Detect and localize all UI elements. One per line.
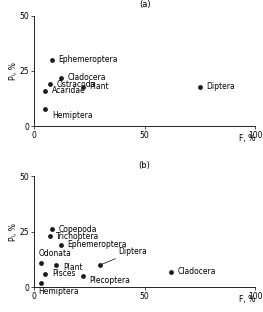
Point [98, 262, 103, 267]
Point [169, 269, 173, 274]
Point [50, 227, 54, 232]
Text: F, %: F, % [239, 134, 255, 143]
Text: Plant: Plant [89, 82, 109, 91]
Point [81, 84, 85, 89]
Text: (b): (b) [139, 161, 151, 170]
Point [48, 234, 52, 239]
Text: Ephemeroptera: Ephemeroptera [67, 241, 127, 249]
Point [59, 75, 63, 80]
Text: (a): (a) [139, 0, 150, 9]
Text: Ephemeroptera: Ephemeroptera [58, 56, 118, 64]
Y-axis label: Pᵢ, %: Pᵢ, % [9, 62, 18, 80]
Text: Cladocera: Cladocera [67, 73, 106, 82]
Text: Copepoda: Copepoda [58, 225, 97, 234]
Text: Odonata: Odonata [39, 249, 72, 258]
Point [81, 273, 85, 278]
Text: Hemiptera: Hemiptera [39, 287, 79, 296]
Text: Plecoptera: Plecoptera [89, 276, 130, 285]
Point [39, 260, 43, 265]
Text: Hemiptera: Hemiptera [52, 111, 93, 120]
Point [43, 271, 47, 276]
Text: Acaridae: Acaridae [52, 86, 86, 95]
Text: Ostracoda: Ostracoda [56, 80, 96, 89]
Point [43, 106, 47, 111]
Y-axis label: Pᵢ, %: Pᵢ, % [9, 223, 18, 241]
Text: F, %: F, % [239, 295, 255, 304]
Text: Diptera: Diptera [100, 247, 147, 265]
Text: Plant: Plant [63, 263, 83, 272]
Point [43, 88, 47, 93]
Point [39, 280, 43, 285]
Point [50, 57, 54, 62]
Point [198, 84, 202, 89]
Point [54, 262, 58, 267]
Text: Trichoptera: Trichoptera [56, 232, 99, 241]
Point [48, 82, 52, 87]
Text: Cladocera: Cladocera [178, 267, 216, 276]
Point [59, 242, 63, 247]
Text: Diptera: Diptera [206, 82, 235, 91]
Text: Pisces: Pisces [52, 269, 75, 278]
